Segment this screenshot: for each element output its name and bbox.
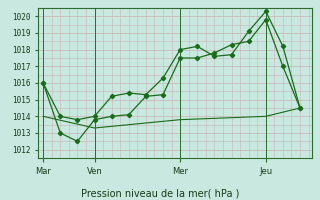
Text: Pression niveau de la mer( hPa ): Pression niveau de la mer( hPa ) (81, 188, 239, 198)
